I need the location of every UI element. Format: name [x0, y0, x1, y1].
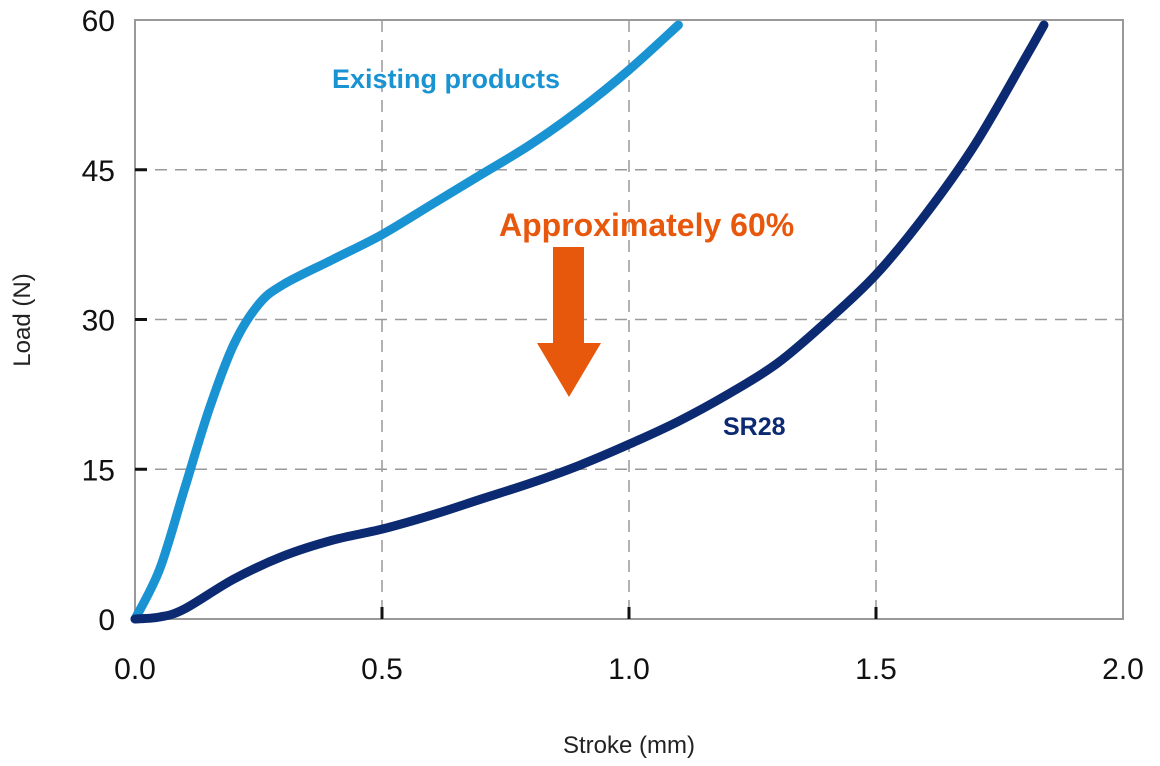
x-tick-label: 1.0 [608, 653, 650, 686]
x-tick-label: 2.0 [1102, 653, 1144, 686]
series-line-sr28 [130, 20, 1049, 624]
y-tick-label: 15 [82, 454, 115, 487]
x-tick-label: 0.0 [114, 653, 156, 686]
y-axis-label: Load (N) [9, 273, 36, 366]
y-tick-label: 30 [82, 305, 115, 338]
series-line-existing-products [130, 20, 683, 624]
grid [135, 20, 1123, 619]
annotation-approximately-60: Approximately 60% [499, 207, 794, 243]
label-sr28: SR28 [723, 413, 786, 441]
x-axis-label: Stroke (mm) [563, 732, 695, 759]
down-arrow-icon [537, 247, 601, 397]
series-lines [130, 20, 1049, 624]
label-existing-products: Existing products [332, 64, 560, 94]
y-tick-label: 0 [98, 604, 115, 637]
y-tick-label: 60 [82, 5, 115, 38]
x-tick-label: 1.5 [855, 653, 897, 686]
y-tick-label: 45 [82, 155, 115, 188]
ticks: 0.0 0.5 1.0 1.5 2.0 0 15 30 45 60 [82, 5, 1144, 686]
x-tick-label: 0.5 [361, 653, 403, 686]
